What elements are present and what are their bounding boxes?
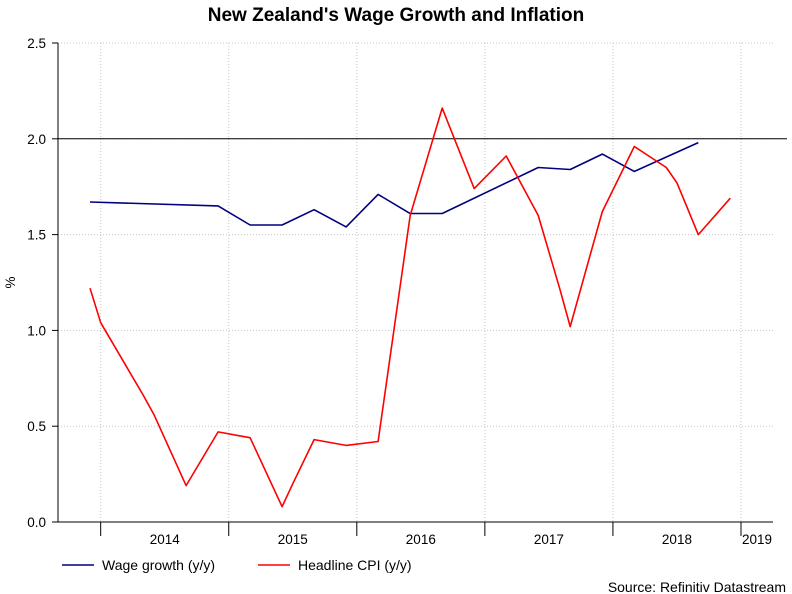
y-axis-label: % [3,276,18,288]
x-year-label: 2014 [150,532,181,547]
y-tick-label: 1.5 [27,228,46,243]
y-tick-label: 2.0 [27,132,46,147]
legend-label: Wage growth (y/y) [102,557,215,573]
y-tick-label: 1.0 [27,323,46,338]
x-year-label: 2015 [278,532,308,547]
y-tick-label: 0.5 [27,419,46,434]
x-year-label: 2019 [742,532,772,547]
series-line-headline-cpi [89,107,731,508]
x-year-label: 2018 [662,532,692,547]
x-year-label: 2017 [534,532,564,547]
y-tick-label: 2.5 [27,36,46,51]
source-note: Source: Refinitiv Datastream [608,579,786,594]
y-tick-label: 0.0 [27,515,46,530]
legend-label: Headline CPI (y/y) [298,557,412,573]
chart-title: New Zealand's Wage Growth and Inflation [207,5,585,26]
series-line-wage-growth [89,141,699,228]
x-year-label: 2016 [406,532,436,547]
